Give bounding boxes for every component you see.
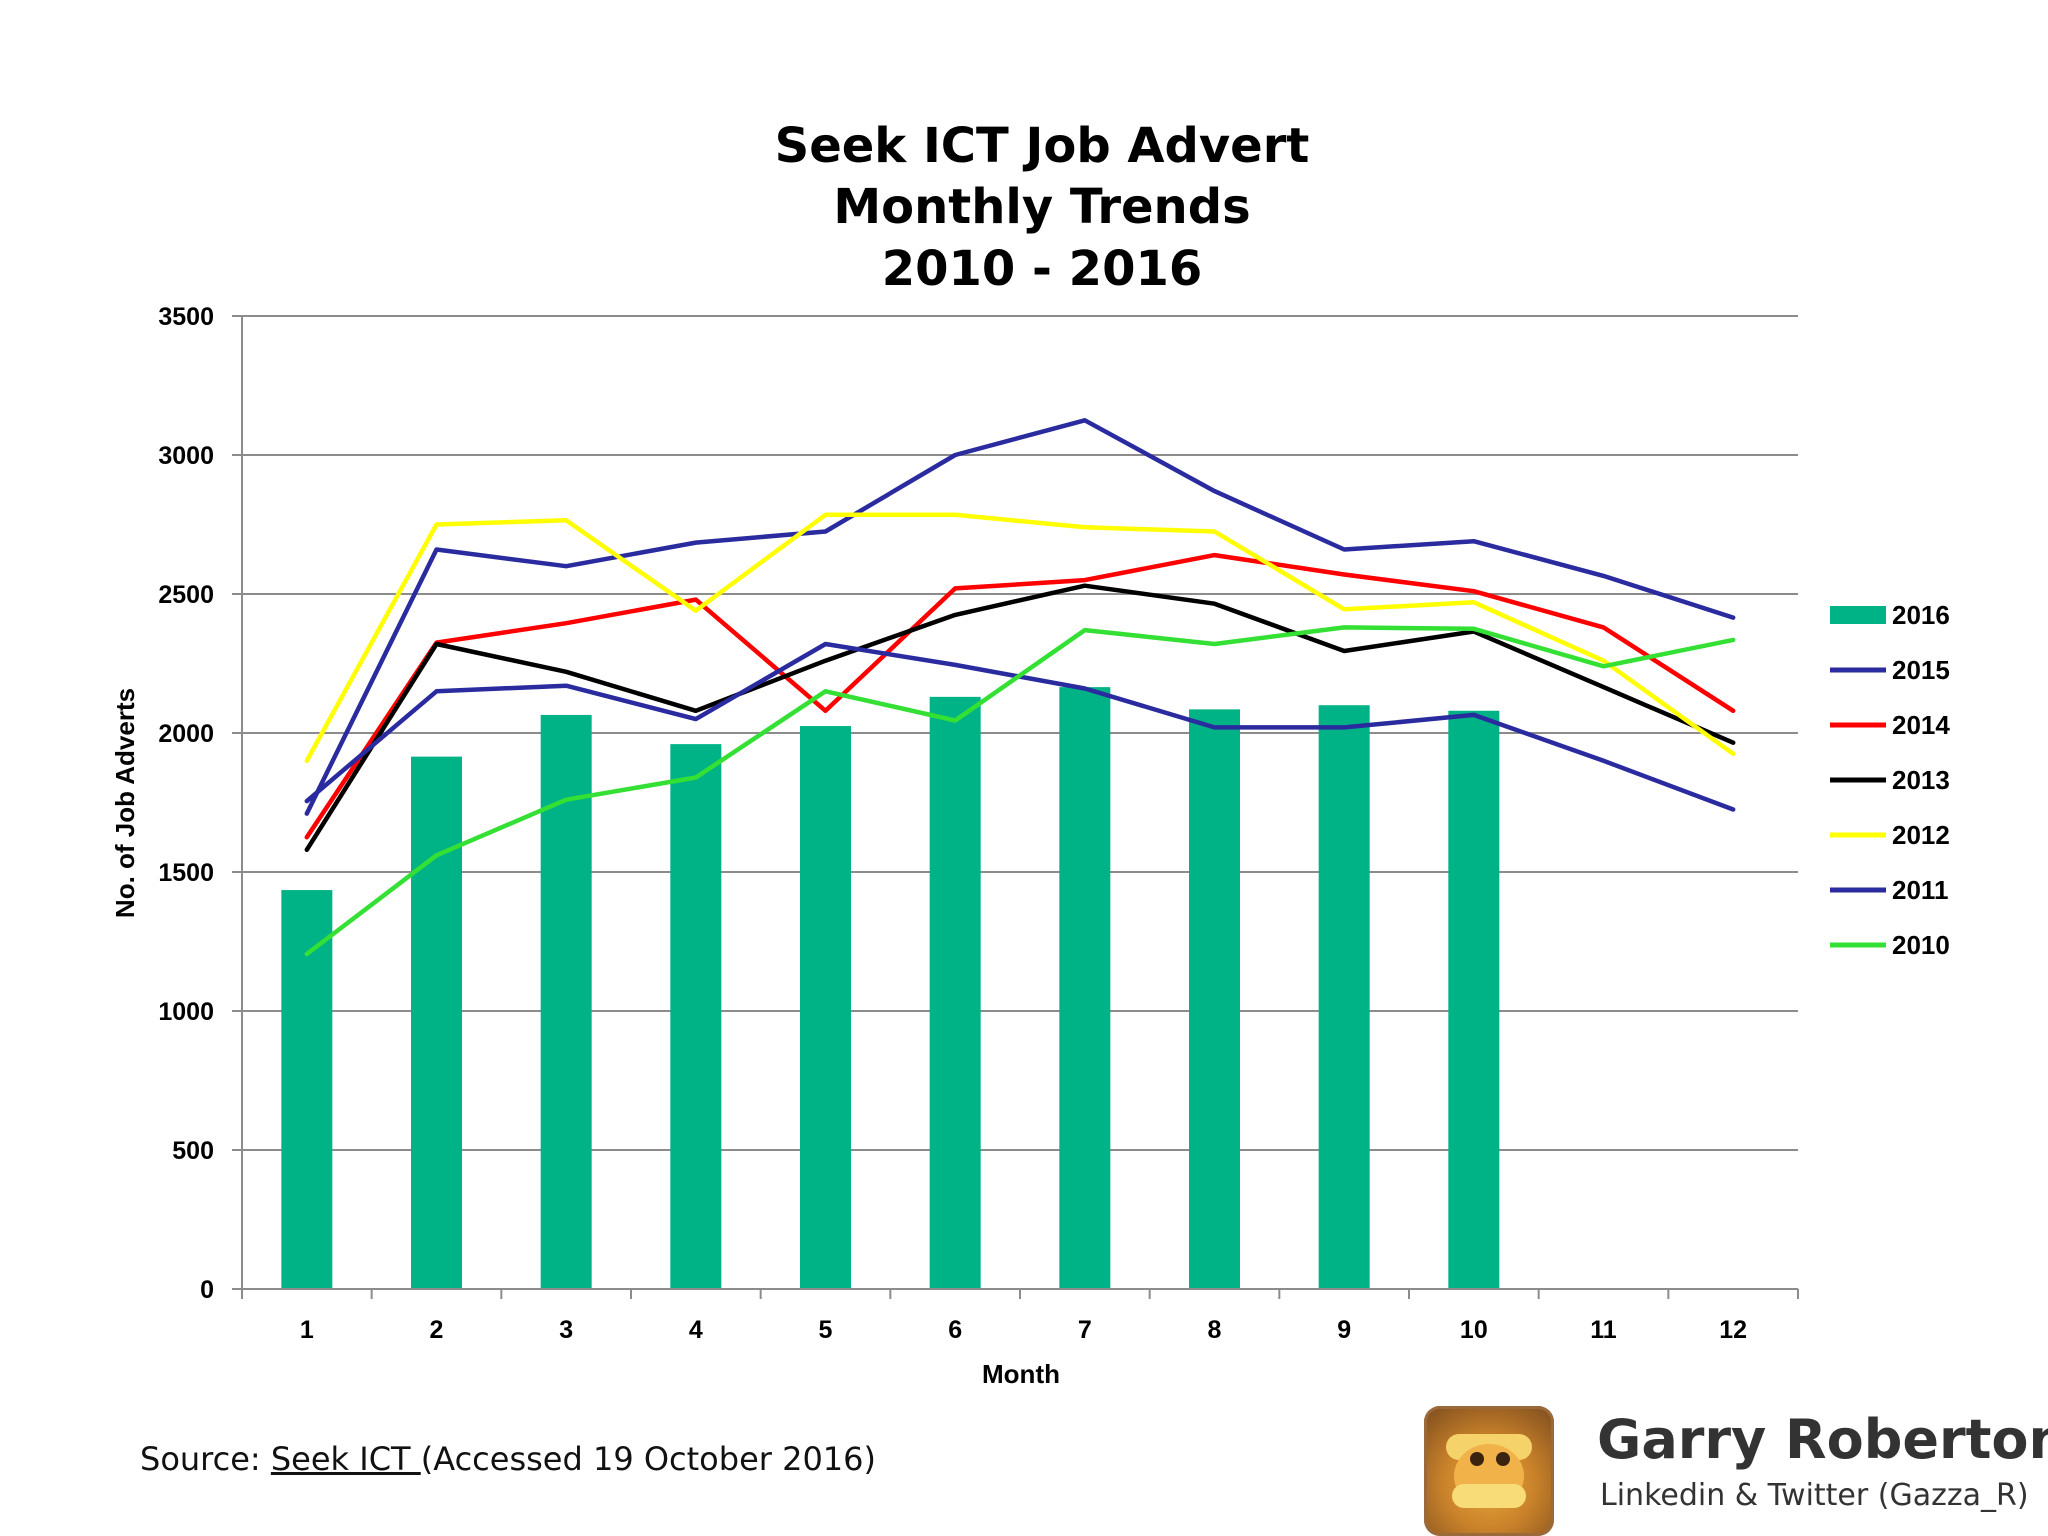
x-tick-label: 12 [1719, 1316, 1747, 1344]
y-tick-label: 2500 [158, 581, 214, 609]
x-tick-label: 9 [1337, 1316, 1351, 1344]
line-2014 [307, 555, 1733, 837]
chart-title-line-2: Monthly Trends [833, 179, 1250, 235]
bar-2016-month-4 [670, 744, 721, 1289]
gridlines [242, 316, 1798, 1150]
source-note: Source: Seek ICT (Accessed 19 October 20… [140, 1440, 876, 1478]
y-tick-label: 3500 [158, 303, 214, 331]
source-prefix: Source: [140, 1440, 271, 1478]
author-name: Garry Roberton [1597, 1408, 2048, 1471]
x-axis-title: Month [982, 1359, 1060, 1389]
source-link[interactable]: Seek ICT [271, 1440, 421, 1478]
bar-series [281, 687, 1499, 1289]
y-tick-label: 1500 [158, 859, 214, 887]
x-tick-label: 3 [559, 1316, 573, 1344]
bar-2016-month-1 [281, 890, 332, 1289]
x-tick-labels: 1 2 3 4 5 6 7 8 9 10 11 12 [300, 1316, 1747, 1344]
legend-label-2011: 2011 [1892, 875, 1948, 905]
x-tick-label: 2 [430, 1316, 444, 1344]
bar-2016-month-10 [1448, 711, 1499, 1289]
x-tick-label: 1 [300, 1316, 314, 1344]
line-2011 [307, 644, 1733, 810]
x-tick-label: 5 [819, 1316, 833, 1344]
legend-label-2010: 2010 [1892, 930, 1950, 960]
legend-label-2016: 2016 [1892, 600, 1950, 630]
x-tick-label: 7 [1078, 1316, 1092, 1344]
author-handle: Linkedin & Twitter (Gazza_R) [1600, 1478, 2029, 1513]
line-2013 [307, 586, 1733, 850]
legend-label-2015: 2015 [1892, 655, 1950, 685]
line-series [307, 420, 1733, 954]
axes [232, 316, 1798, 1299]
line-2015 [307, 420, 1733, 813]
x-tick-label: 8 [1208, 1316, 1222, 1344]
y-tick-label: 1000 [158, 998, 214, 1026]
chart-title-line-3: 2010 - 2016 [882, 241, 1203, 297]
y-tick-label: 500 [172, 1137, 214, 1165]
y-tick-label: 0 [200, 1276, 214, 1304]
bar-2016-month-6 [930, 697, 981, 1289]
author-badge: Garry Roberton Linkedin & Twitter (Gazza… [1424, 1398, 2048, 1536]
bar-2016-month-7 [1059, 687, 1110, 1289]
legend-label-2013: 2013 [1892, 765, 1950, 795]
y-tick-label: 3000 [158, 442, 214, 470]
legend-label-2014: 2014 [1892, 710, 1950, 740]
legend-swatch-2016 [1830, 606, 1886, 624]
x-tick-label: 11 [1590, 1316, 1617, 1344]
bar-2016-month-5 [800, 726, 851, 1289]
x-tick-label: 4 [689, 1316, 703, 1344]
source-accessed: (Accessed 19 October 2016) [421, 1440, 876, 1478]
y-axis-title: No. of Job Adverts [110, 688, 140, 918]
bar-2016-month-9 [1319, 705, 1370, 1289]
y-tick-label: 2000 [158, 720, 214, 748]
bar-2016-month-2 [411, 757, 462, 1289]
x-tick-label: 10 [1460, 1316, 1488, 1344]
x-tick-label: 6 [948, 1316, 962, 1344]
chart-title-line-1: Seek ICT Job Advert [775, 118, 1310, 174]
line-2010 [307, 627, 1733, 954]
legend: 2016 2015 2014 2013 2012 2011 2010 [1830, 600, 1950, 960]
chart-title: Seek ICT Job Advert Monthly Trends 2010 … [775, 118, 1310, 297]
legend-label-2012: 2012 [1892, 820, 1950, 850]
bar-2016-month-8 [1189, 709, 1240, 1289]
author-avatar [1424, 1406, 1554, 1536]
y-tick-labels: 0 500 1000 1500 2000 2500 3000 3500 [158, 303, 214, 1304]
